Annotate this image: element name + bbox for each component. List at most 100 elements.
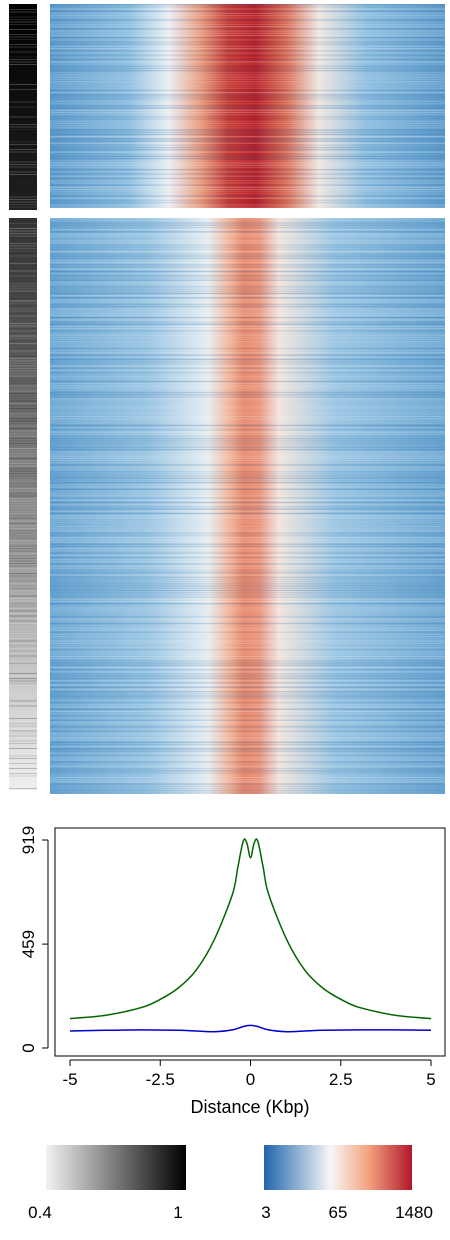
heatmap-row: [50, 488, 445, 490]
side-annotation-row: [9, 238, 37, 239]
heatmap-row: [50, 526, 445, 528]
heatmap-row: [50, 341, 445, 343]
heatmap-row: [50, 56, 445, 59]
heatmap-row: [50, 151, 445, 153]
side-annotation-row: [9, 398, 37, 399]
heatmap-row: [50, 697, 445, 699]
side-annotation-row: [9, 59, 37, 60]
heatmap-row: [50, 497, 445, 499]
side-annotation-row: [9, 225, 37, 227]
side-annotation-row: [9, 500, 37, 502]
y-tick-label: 459: [19, 930, 38, 958]
side-annotation-row: [9, 9, 37, 10]
side-annotation-row: [9, 558, 37, 559]
side-annotation-row: [9, 36, 37, 38]
heatmap-row: [50, 631, 445, 633]
heatmap-row: [50, 728, 445, 730]
heatmap-row: [50, 195, 445, 197]
heatmap-row: [50, 781, 445, 783]
side-annotation-row: [9, 253, 37, 254]
side-annotation-row: [9, 34, 37, 35]
heatmap-row: [50, 532, 445, 534]
side-annotation-row: [9, 425, 37, 427]
heatmap-row: [50, 429, 445, 431]
x-tick-label: -5: [62, 1070, 77, 1089]
heatmap-row: [50, 640, 445, 642]
heatmap-row: [50, 251, 445, 253]
heatmap-row: [50, 737, 445, 739]
side-annotation-row: [9, 363, 37, 364]
heatmap-row: [50, 457, 445, 460]
side-annotation-row: [9, 395, 37, 397]
heatmap-row: [50, 664, 445, 666]
heatmap-row: [50, 367, 445, 369]
heatmap-row: [50, 354, 445, 356]
heatmap-row: [50, 561, 445, 563]
side-annotation-row: [9, 89, 37, 90]
side-annotation-row: [9, 695, 37, 697]
side-annotation-row: [9, 385, 37, 387]
side-annotation-row: [9, 595, 37, 597]
side-annotation-row: [9, 725, 37, 727]
heatmap-row: [50, 45, 445, 48]
side-annotation-row: [9, 116, 37, 118]
heatmap-row: [50, 416, 445, 418]
heatmap-row: [50, 109, 445, 111]
side-annotation-row: [9, 675, 37, 677]
heatmap-row: [50, 96, 445, 98]
side-annotation-row: [9, 121, 37, 123]
heatmap-row: [50, 484, 445, 486]
series-line-1: [69, 838, 432, 1020]
side-annotation-row: [9, 308, 37, 309]
heatmap-row: [50, 235, 445, 237]
heatmap-row: [50, 534, 445, 537]
side-annotation-row: [9, 149, 37, 150]
heatmap-row: [50, 312, 445, 314]
side-annotation-row: [9, 265, 37, 267]
heatmap-row: [50, 398, 445, 400]
side-annotation-row: [9, 290, 37, 292]
heatmap-row: [50, 405, 445, 407]
side-annotation-row: [9, 415, 37, 417]
side-annotation-row: [9, 370, 37, 372]
side-annotation-row: [9, 305, 37, 307]
heatmap-row: [50, 585, 445, 587]
side-annotation-row: [9, 483, 37, 484]
side-annotation-row: [9, 300, 37, 302]
side-annotation-stripes-2: [9, 218, 37, 789]
heatmap-row: [50, 378, 445, 380]
heatmap-row: [50, 118, 445, 120]
side-annotation-row: [9, 106, 37, 108]
side-annotation-row: [9, 728, 37, 729]
heatmap-row: [50, 70, 445, 72]
heatmap-row: [50, 328, 445, 330]
side-annotation-row: [9, 628, 37, 629]
side-annotation-row: [9, 635, 37, 637]
heatmap-row: [50, 149, 445, 151]
heatmap-row: [50, 768, 445, 770]
side-annotation-row: [9, 31, 37, 33]
heatmap-row: [50, 253, 445, 255]
side-annotation-row: [9, 455, 37, 457]
heatmap-row: [50, 471, 445, 473]
heatmap-row: [50, 629, 445, 631]
heatmap-row: [50, 61, 445, 63]
heatmap-row: [50, 325, 445, 328]
heatmap-row: [50, 754, 445, 757]
heatmap-row: [50, 169, 445, 171]
side-annotation-row: [9, 64, 37, 65]
heatmap-row: [50, 144, 445, 147]
side-annotation-row: [9, 655, 37, 657]
heatmap-row: [50, 464, 445, 466]
heatmap-row: [50, 424, 445, 427]
side-annotation-row: [9, 273, 37, 274]
side-annotation-row: [9, 101, 37, 103]
side-annotation-row: [9, 760, 37, 762]
side-annotation-row: [9, 488, 37, 489]
heatmap-row: [50, 310, 445, 312]
heatmap-row: [50, 74, 445, 76]
heatmap-row: [50, 266, 445, 268]
side-annotation-stripes-1: [9, 4, 37, 210]
heatmap-row: [50, 779, 445, 781]
side-annotation-row: [9, 510, 37, 512]
